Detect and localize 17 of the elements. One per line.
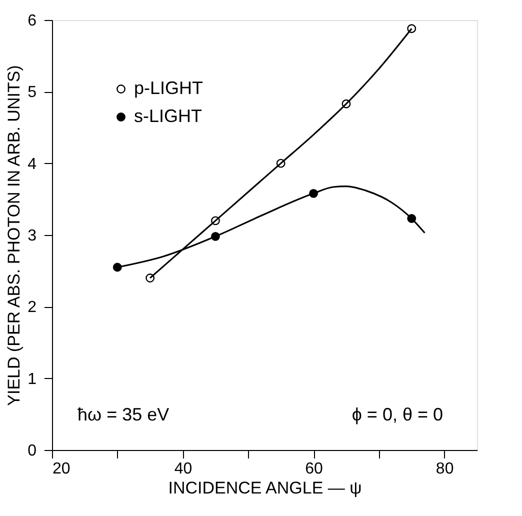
legend-label: s-LIGHT [134, 106, 202, 126]
y-tick-label: 3 [28, 228, 37, 244]
annotation: ϕ = 0, θ = 0 [352, 404, 443, 425]
y-tick-label: 1 [28, 370, 37, 388]
y-tick-label: 0 [28, 442, 37, 460]
x-tick-label: 60 [305, 460, 324, 478]
x-axis-title: INCIDENCE ANGLE — ψ [168, 478, 362, 498]
y-tick-label: 5 [28, 84, 37, 102]
annotation: ħω = 35 eV [78, 404, 170, 425]
legend-label: p-LIGHT [134, 78, 204, 98]
y-tick-label: 2 [28, 299, 37, 316]
y-tick-label: 6 [28, 12, 37, 30]
x-tick-label: 80 [436, 460, 454, 478]
y-tick-label: 4 [28, 156, 37, 173]
x-tick-label: 20 [52, 460, 70, 478]
x-tick-label: 40 [174, 460, 192, 478]
y-axis-title: YIELD (PER ABS. PHOTON IN ARB. UNITS) [4, 65, 24, 406]
